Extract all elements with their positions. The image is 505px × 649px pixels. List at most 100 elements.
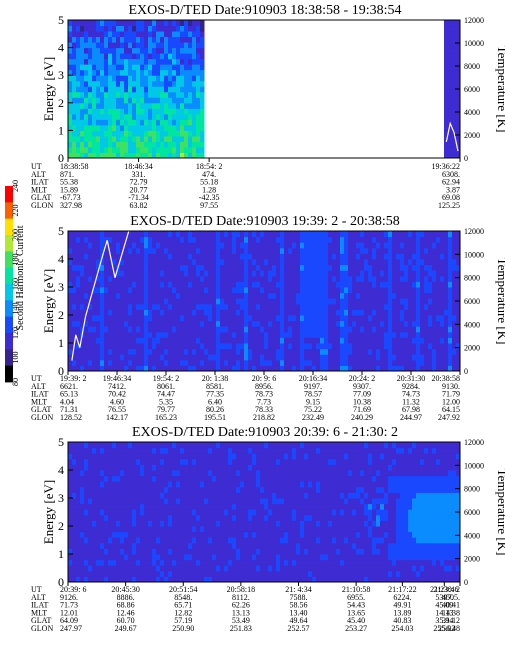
heatmap-cell: [372, 236, 377, 243]
heatmap-cell: [404, 309, 409, 316]
heatmap-cell: [152, 565, 157, 572]
heatmap-cell: [260, 247, 265, 254]
heatmap-cell: [280, 270, 285, 277]
heatmap-cell: [112, 470, 117, 477]
heatmap-cell: [312, 343, 317, 350]
heatmap-cell: [112, 554, 117, 561]
heatmap-cell: [440, 231, 445, 238]
heatmap-cell: [184, 130, 189, 137]
heatmap-cell: [264, 526, 269, 533]
heatmap-cell: [224, 231, 229, 238]
heatmap-cell: [284, 509, 289, 516]
heatmap-cell: [68, 570, 73, 577]
heatmap-cell: [452, 309, 457, 316]
heatmap-cell: [124, 498, 129, 505]
heatmap-cell: [276, 537, 281, 544]
heatmap-cell: [428, 320, 433, 327]
heatmap-cell: [448, 337, 453, 344]
heatmap-cell: [188, 287, 193, 294]
heatmap-cell: [252, 298, 257, 305]
heatmap-cell: [228, 548, 233, 555]
heatmap-cell: [84, 146, 89, 153]
heatmap-cell: [220, 242, 225, 249]
heatmap-cell: [164, 542, 169, 549]
heatmap-cell: [184, 326, 189, 333]
heatmap-cell: [228, 509, 233, 516]
heatmap-cell: [72, 337, 77, 344]
heatmap-cell: [180, 458, 185, 465]
heatmap-cell: [112, 331, 117, 338]
heatmap-cell: [132, 47, 137, 54]
heatmap-cell: [152, 503, 157, 510]
panel-1-heatmap: [68, 20, 461, 159]
heatmap-cell: [100, 570, 105, 577]
heatmap-cell: [188, 58, 193, 65]
heatmap-cell: [140, 146, 145, 153]
heatmap-cell: [100, 124, 105, 131]
heatmap-cell: [180, 470, 185, 477]
heatmap-cell: [168, 292, 173, 299]
heatmap-cell: [208, 359, 213, 366]
heatmap-cell: [116, 537, 121, 544]
heatmap-cell: [184, 113, 189, 120]
heatmap-cell: [180, 53, 185, 60]
heatmap-cell: [256, 509, 261, 516]
heatmap-cell: [216, 275, 221, 282]
heatmap-cell: [176, 119, 181, 126]
heatmap-cell: [224, 520, 229, 527]
heatmap-cell: [116, 281, 121, 288]
heatmap-cell: [196, 242, 201, 249]
orbit-value-ut: 19:36:22: [432, 162, 460, 171]
heatmap-cell: [176, 25, 181, 32]
colorbar-tick-label: 180: [11, 254, 20, 266]
heatmap-cell: [76, 498, 81, 505]
heatmap-cell: [216, 542, 221, 549]
heatmap-cell: [112, 275, 117, 282]
heatmap-cell: [68, 113, 73, 120]
heatmap-cell: [112, 576, 117, 583]
heatmap-cell: [88, 270, 93, 277]
heatmap-cell: [160, 102, 165, 109]
heatmap-cell: [248, 447, 253, 454]
heatmap-cell: [292, 354, 297, 361]
heatmap-cell: [236, 247, 241, 254]
heatmap-cell: [168, 470, 173, 477]
heatmap-cell: [84, 442, 89, 449]
heatmap-cell: [220, 287, 225, 294]
panel-1-title: EXOS-D/TED Date:910903 18:38:58 - 19:38:…: [129, 3, 402, 18]
heatmap-cell: [120, 542, 125, 549]
heatmap-cell: [444, 152, 449, 159]
heatmap-cell: [120, 36, 125, 43]
heatmap-cell: [72, 287, 77, 294]
heatmap-cell: [116, 475, 121, 482]
heatmap-cell: [140, 303, 145, 310]
heatmap-cell: [140, 576, 145, 583]
heatmap-cell: [224, 259, 229, 266]
heatmap-cell: [172, 253, 177, 260]
heatmap-cell: [140, 542, 145, 549]
heatmap-cell: [144, 570, 149, 577]
heatmap-cell: [116, 141, 121, 148]
heatmap-cell: [352, 281, 357, 288]
heatmap-cell: [144, 242, 149, 249]
heatmap-cell: [192, 475, 197, 482]
heatmap-cell: [200, 53, 205, 60]
heatmap-cell: [112, 130, 117, 137]
heatmap-cell: [164, 337, 169, 344]
heatmap-cell: [216, 475, 221, 482]
heatmap-cell: [336, 343, 341, 350]
heatmap-cell: [192, 576, 197, 583]
heatmap-cell: [444, 270, 449, 277]
heatmap-cell: [356, 253, 361, 260]
heatmap-cell: [280, 365, 285, 372]
heatmap-cell: [368, 292, 373, 299]
heatmap-cell: [336, 270, 341, 277]
heatmap-cell: [328, 326, 333, 333]
heatmap-cell: [136, 337, 141, 344]
heatmap-cell: [396, 331, 401, 338]
heatmap-cell: [152, 486, 157, 493]
heatmap-cell: [216, 470, 221, 477]
heatmap-cell: [444, 113, 449, 120]
heatmap-cell: [140, 64, 145, 71]
heatmap-cell: [96, 119, 101, 126]
